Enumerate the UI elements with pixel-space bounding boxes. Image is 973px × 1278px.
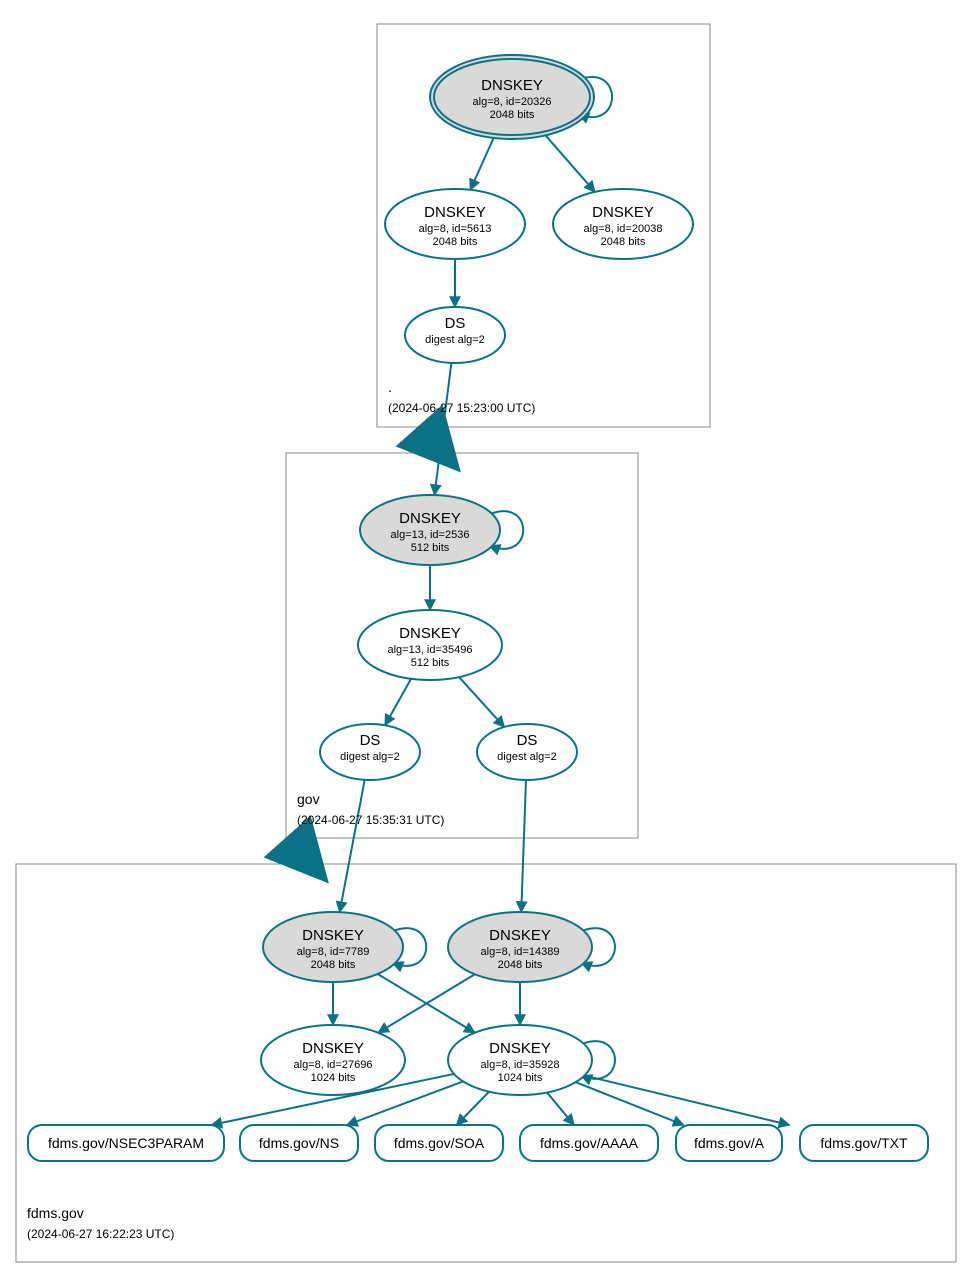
svg-text:DNSKEY: DNSKEY	[481, 77, 543, 94]
svg-text:.: .	[388, 379, 392, 395]
svg-text:DNSKEY: DNSKEY	[489, 1040, 551, 1057]
svg-text:DS: DS	[445, 315, 466, 332]
svg-text:alg=8, id=27696: alg=8, id=27696	[294, 1059, 373, 1071]
svg-text:2048 bits: 2048 bits	[490, 109, 535, 121]
svg-text:alg=8, id=20038: alg=8, id=20038	[584, 223, 663, 235]
svg-text:(2024-06-27 15:35:31 UTC): (2024-06-27 15:35:31 UTC)	[297, 813, 444, 827]
svg-text:DNSKEY: DNSKEY	[489, 927, 551, 944]
svg-text:fdms.gov/TXT: fdms.gov/TXT	[820, 1135, 908, 1151]
svg-text:2048 bits: 2048 bits	[498, 959, 543, 971]
svg-text:1024 bits: 1024 bits	[498, 1072, 543, 1084]
svg-text:512 bits: 512 bits	[411, 542, 450, 554]
svg-text:fdms.gov/NS: fdms.gov/NS	[259, 1135, 339, 1151]
svg-text:fdms.gov/A: fdms.gov/A	[694, 1135, 765, 1151]
svg-text:alg=8, id=5613: alg=8, id=5613	[419, 223, 492, 235]
svg-text:512 bits: 512 bits	[411, 657, 450, 669]
svg-text:alg=13, id=2536: alg=13, id=2536	[391, 529, 470, 541]
svg-text:2048 bits: 2048 bits	[433, 236, 478, 248]
svg-text:DS: DS	[517, 732, 538, 749]
svg-text:fdms.gov/SOA: fdms.gov/SOA	[394, 1135, 485, 1151]
dnssec-diagram: DNSKEYalg=8, id=203262048 bitsDNSKEYalg=…	[0, 0, 973, 1278]
svg-text:digest alg=2: digest alg=2	[425, 334, 485, 346]
svg-text:DNSKEY: DNSKEY	[399, 625, 461, 642]
svg-text:digest alg=2: digest alg=2	[340, 751, 400, 763]
svg-text:2048 bits: 2048 bits	[311, 959, 356, 971]
svg-text:DNSKEY: DNSKEY	[424, 204, 486, 221]
svg-text:gov: gov	[297, 791, 320, 807]
svg-text:fdms.gov/AAAA: fdms.gov/AAAA	[540, 1135, 639, 1151]
svg-text:alg=8, id=20326: alg=8, id=20326	[473, 96, 552, 108]
svg-text:2048 bits: 2048 bits	[601, 236, 646, 248]
svg-text:DNSKEY: DNSKEY	[302, 1040, 364, 1057]
svg-text:DNSKEY: DNSKEY	[302, 927, 364, 944]
svg-text:fdms.gov: fdms.gov	[27, 1205, 84, 1221]
svg-text:digest alg=2: digest alg=2	[497, 751, 557, 763]
svg-text:alg=13, id=35496: alg=13, id=35496	[387, 644, 472, 656]
svg-text:(2024-06-27 16:22:23 UTC): (2024-06-27 16:22:23 UTC)	[27, 1227, 174, 1241]
svg-text:alg=8, id=14389: alg=8, id=14389	[481, 946, 560, 958]
svg-text:alg=8, id=35928: alg=8, id=35928	[481, 1059, 560, 1071]
svg-text:1024 bits: 1024 bits	[311, 1072, 356, 1084]
svg-text:DS: DS	[360, 732, 381, 749]
svg-text:fdms.gov/NSEC3PARAM: fdms.gov/NSEC3PARAM	[48, 1135, 204, 1151]
svg-text:alg=8, id=7789: alg=8, id=7789	[297, 946, 370, 958]
svg-text:(2024-06-27 15:23:00 UTC): (2024-06-27 15:23:00 UTC)	[388, 401, 535, 415]
svg-text:DNSKEY: DNSKEY	[592, 204, 654, 221]
svg-text:DNSKEY: DNSKEY	[399, 510, 461, 527]
